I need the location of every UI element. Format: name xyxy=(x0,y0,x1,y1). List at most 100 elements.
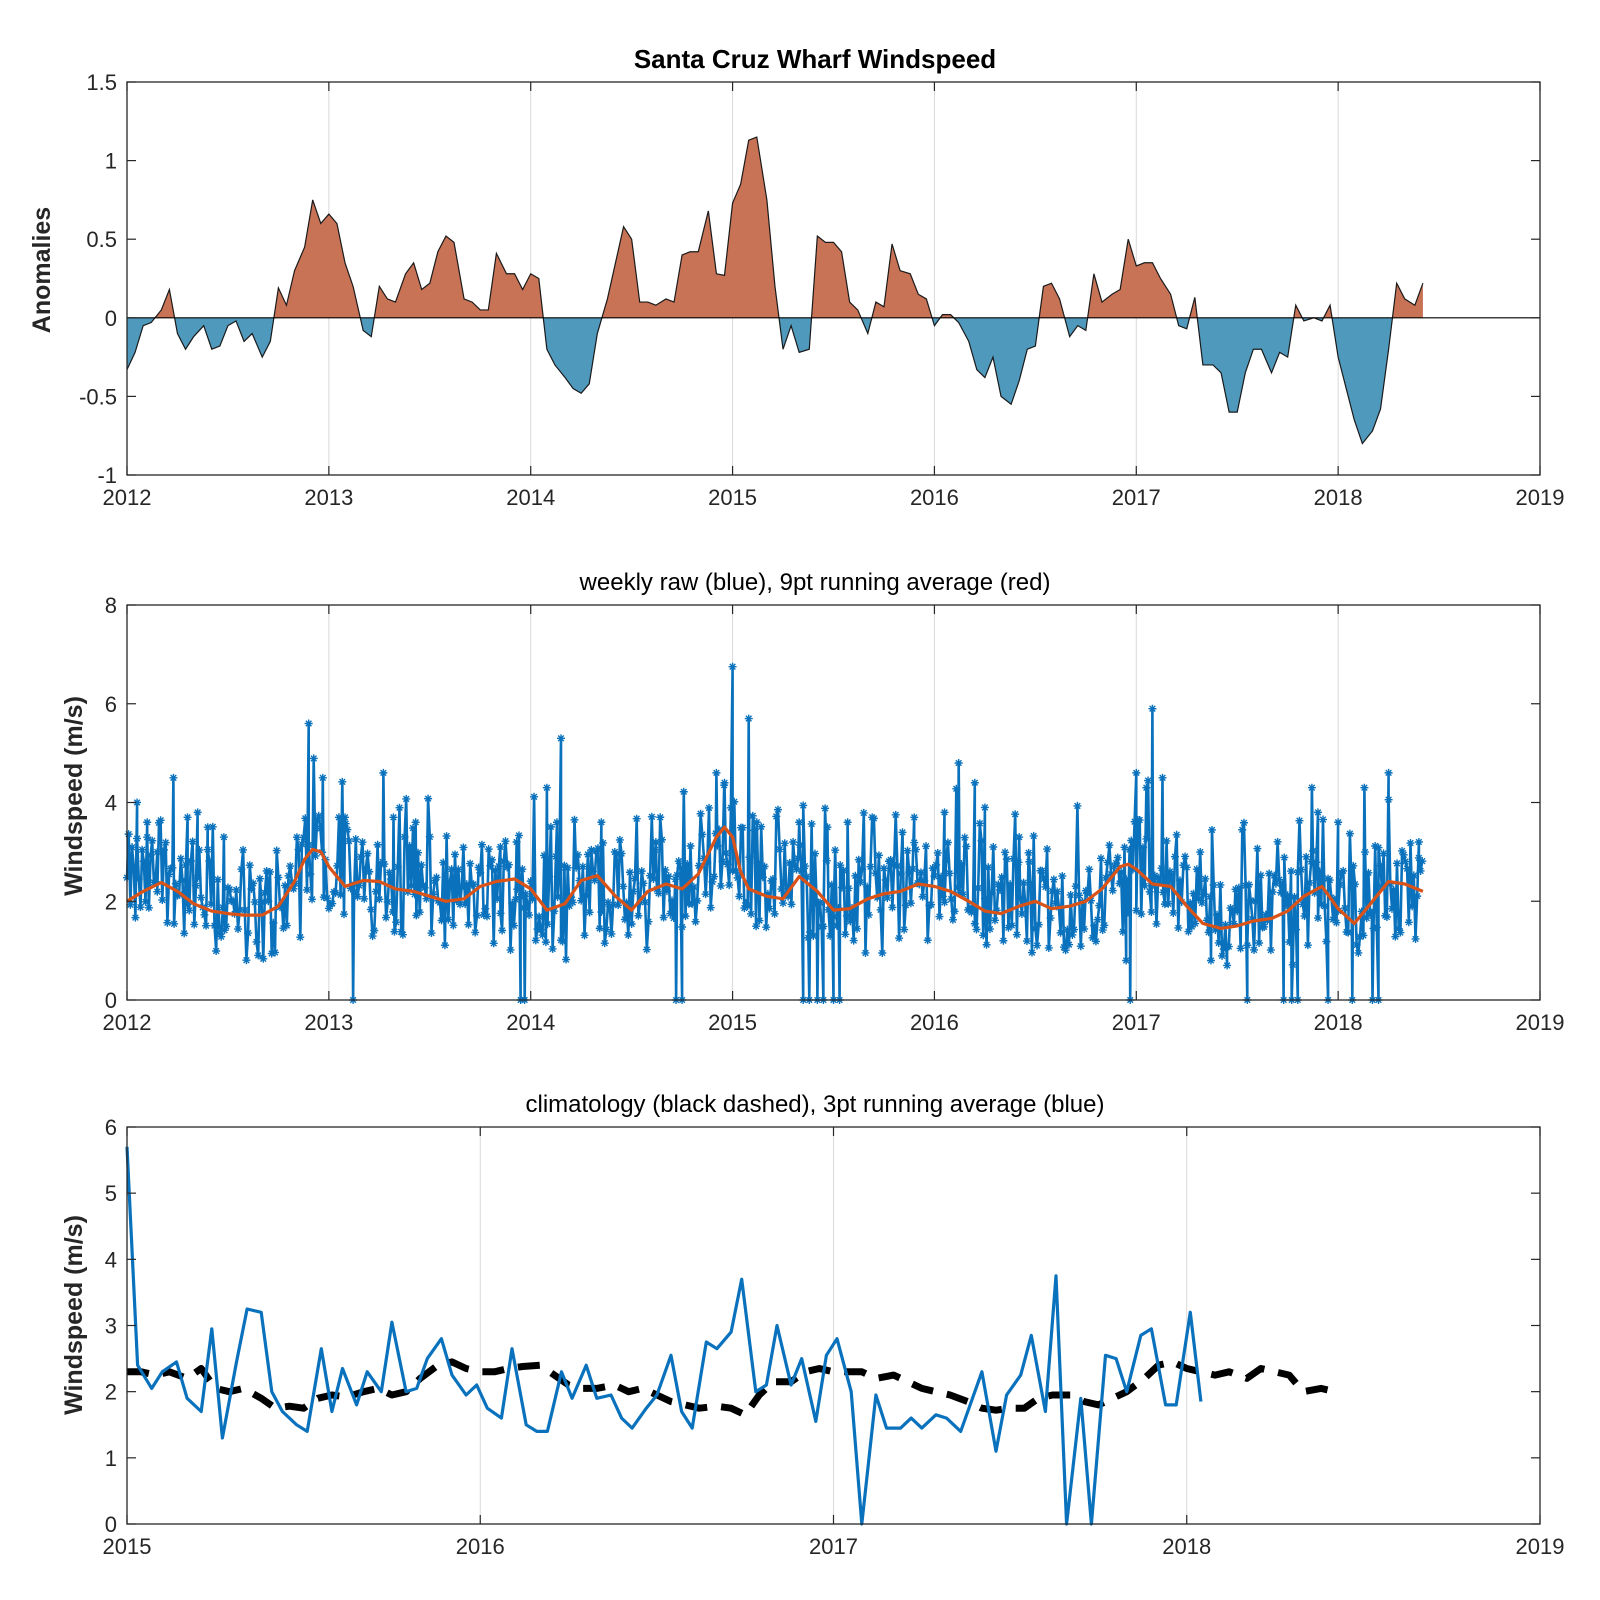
weekly-raw-marker xyxy=(153,847,162,856)
weekly-raw-marker xyxy=(525,911,534,920)
weekly-raw-marker xyxy=(1169,908,1178,917)
weekly-raw-marker xyxy=(1285,937,1294,946)
climatology-series xyxy=(127,1358,1336,1419)
weekly-raw-marker xyxy=(425,832,434,841)
weekly-raw-marker xyxy=(323,894,332,903)
weekly-raw-marker xyxy=(634,911,643,920)
weekly-raw-marker xyxy=(482,912,491,921)
weekly-raw-marker xyxy=(1344,928,1353,937)
weekly-y-tick-label-2: 2 xyxy=(105,889,117,914)
weekly-raw-marker xyxy=(780,839,789,848)
weekly-raw-marker xyxy=(1329,915,1338,924)
weekly-raw-marker xyxy=(459,843,468,852)
weekly-raw-marker xyxy=(1367,908,1376,917)
weekly-raw-marker xyxy=(738,823,747,832)
weekly-raw-marker xyxy=(599,838,608,847)
weekly-raw-marker xyxy=(373,840,382,849)
weekly-raw-marker xyxy=(153,887,162,896)
weekly-raw-marker xyxy=(1332,918,1341,927)
weekly-raw-marker xyxy=(560,861,569,870)
anomalies-y-tick-label-0: 0 xyxy=(105,306,117,331)
weekly-raw-line xyxy=(125,665,1424,1002)
weekly-raw-marker xyxy=(1298,900,1307,909)
weekly-raw-marker xyxy=(1219,945,1228,954)
weekly-raw-marker xyxy=(338,777,347,786)
weekly-raw-marker xyxy=(837,883,846,892)
weekly-raw-marker xyxy=(1325,876,1334,885)
weekly-raw-marker xyxy=(472,911,481,920)
weekly-raw-marker xyxy=(449,921,458,930)
weekly-raw-marker xyxy=(570,815,579,824)
weekly-raw-marker xyxy=(763,889,772,898)
weekly-raw-marker xyxy=(1142,783,1151,792)
weekly-raw-marker xyxy=(1270,871,1279,880)
weekly-raw-marker xyxy=(1322,937,1331,946)
weekly-raw-marker xyxy=(1150,871,1159,880)
weekly-raw-marker xyxy=(1413,892,1422,901)
weekly-raw-marker xyxy=(1022,937,1031,946)
weekly-raw-marker xyxy=(469,880,478,889)
weekly-raw-marker xyxy=(215,929,224,938)
climatology-x-tick-label-2017: 2017 xyxy=(809,1534,858,1559)
weekly-x-tick-label-2014: 2014 xyxy=(506,1010,555,1035)
weekly-raw-marker xyxy=(970,919,979,928)
weekly-raw-marker xyxy=(518,865,527,874)
weekly-raw-marker xyxy=(745,853,754,862)
weekly-raw-marker xyxy=(824,905,833,914)
weekly-raw-marker xyxy=(644,917,653,926)
weekly-raw-marker xyxy=(895,934,904,943)
weekly-raw-marker xyxy=(422,894,431,903)
weekly-raw-marker xyxy=(351,835,360,844)
weekly-raw-marker xyxy=(454,865,463,874)
weekly-raw-marker xyxy=(831,846,840,855)
weekly-raw-marker xyxy=(435,898,444,907)
anomalies-x-tick-label-2016: 2016 xyxy=(910,485,959,510)
weekly-raw-marker xyxy=(1312,858,1321,867)
weekly-raw-marker xyxy=(1406,839,1415,848)
weekly-raw-marker xyxy=(432,873,441,882)
weekly-x-tick-label-2016: 2016 xyxy=(910,1010,959,1035)
weekly-raw-marker xyxy=(1088,933,1097,942)
weekly-raw-marker xyxy=(380,860,389,869)
weekly-title: weekly raw (blue), 9pt running average (… xyxy=(579,569,1051,596)
weekly-raw-marker xyxy=(938,892,947,901)
weekly-raw-marker xyxy=(264,897,273,906)
weekly-raw-marker xyxy=(712,768,721,777)
weekly-raw-marker xyxy=(489,939,498,948)
weekly-raw-marker xyxy=(879,864,888,873)
weekly-raw-marker xyxy=(1364,868,1373,877)
weekly-raw-marker xyxy=(950,907,959,916)
weekly-raw-marker xyxy=(445,877,454,886)
weekly-raw-marker xyxy=(1061,946,1070,955)
anomaly-outline-line xyxy=(126,136,1424,445)
weekly-raw-marker xyxy=(1228,906,1237,915)
weekly-raw-marker xyxy=(1251,897,1260,906)
weekly-raw-marker xyxy=(1002,855,1011,864)
weekly-raw-marker xyxy=(1209,880,1218,889)
weekly-raw-marker xyxy=(281,881,290,890)
anomalies-area-series xyxy=(126,136,1540,445)
weekly-raw-marker xyxy=(1174,923,1183,932)
weekly-raw-marker xyxy=(984,863,993,872)
anomalies-x-tick-label-2018: 2018 xyxy=(1314,485,1363,510)
weekly-raw-marker xyxy=(176,854,185,863)
weekly-raw-marker xyxy=(748,811,757,820)
weekly-raw-marker xyxy=(318,773,327,782)
weekly-raw-marker xyxy=(609,900,618,909)
weekly-raw-marker xyxy=(1372,923,1381,932)
weekly-raw-marker xyxy=(829,912,838,921)
weekly-raw-marker xyxy=(161,838,170,847)
weekly-raw-marker xyxy=(797,867,806,876)
negative-anomaly-area-4 xyxy=(360,317,375,337)
weekly-raw-marker xyxy=(442,832,451,841)
weekly-raw-marker xyxy=(207,900,216,909)
weekly-raw-marker xyxy=(1103,858,1112,867)
weekly-raw-marker xyxy=(664,872,673,881)
weekly-raw-marker xyxy=(143,818,152,827)
climatology-x-ticks: 2015 2016 2017 2018 2019 xyxy=(103,1127,1564,1559)
anomalies-y-tick-label-1.5: 1.5 xyxy=(86,70,117,95)
weekly-raw-marker xyxy=(744,714,753,723)
weekly-raw-marker xyxy=(699,854,708,863)
weekly-raw-marker xyxy=(550,907,559,916)
weekly-raw-marker xyxy=(906,899,915,908)
